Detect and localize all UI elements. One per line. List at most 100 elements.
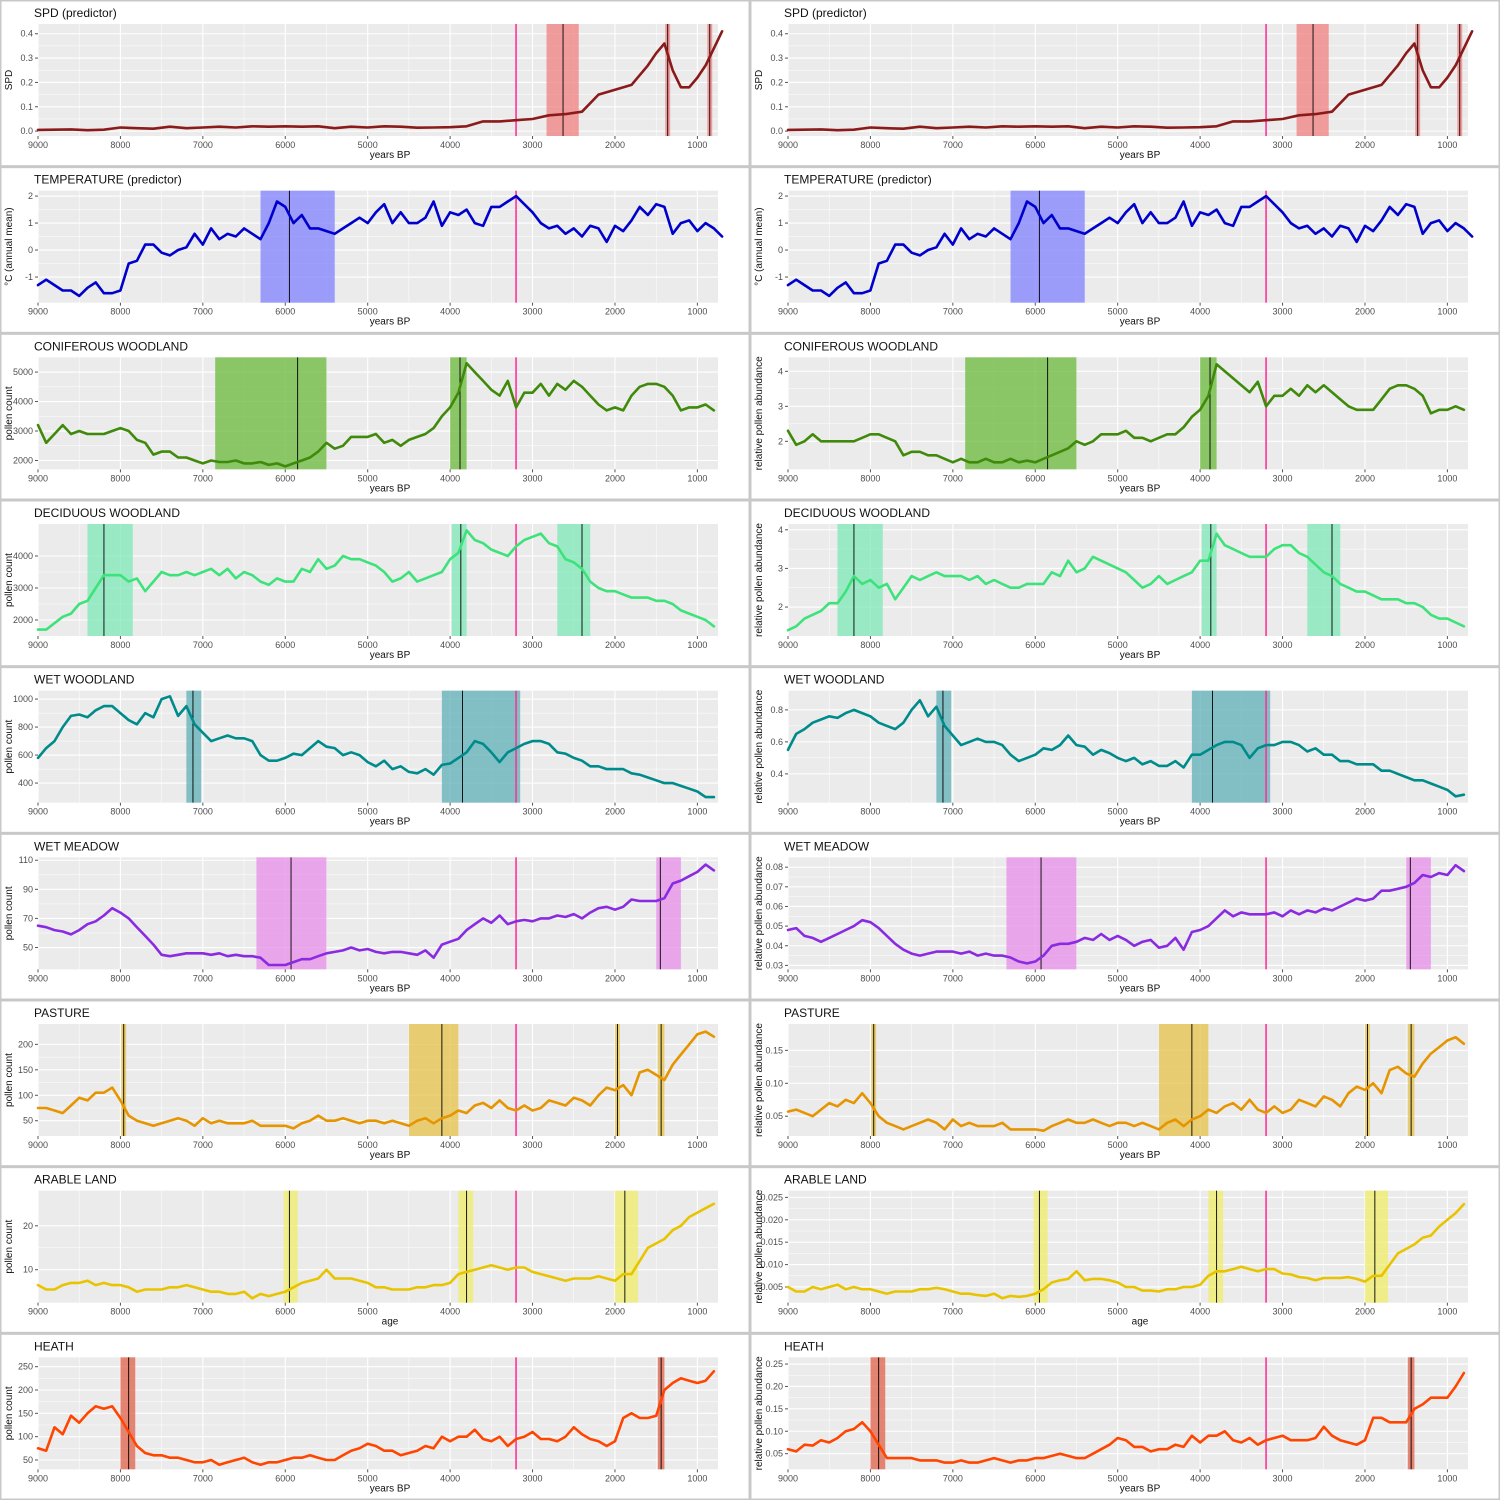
x-tick-label: 6000 — [275, 807, 295, 817]
series-line — [36, 1370, 716, 1466]
plot-area — [38, 1024, 718, 1136]
y-tick-label: 600 — [18, 750, 33, 760]
y-tick-label: 0.6 — [770, 737, 783, 747]
y-tick-label: 0.0 — [770, 126, 783, 136]
x-axis-label: years BP — [370, 650, 411, 661]
x-axis-label: years BP — [370, 1150, 411, 1161]
x-tick-label: 4000 — [440, 973, 460, 983]
chart-title: SPD (predictor) — [34, 6, 117, 20]
y-tick-label: 3 — [778, 563, 783, 573]
changepoint-band — [1208, 1190, 1224, 1303]
x-tick-label: 3000 — [1273, 140, 1293, 150]
y-tick-label: 4 — [778, 366, 783, 376]
x-tick-label: 4000 — [1190, 807, 1210, 817]
series-line — [786, 1202, 1466, 1300]
x-tick-label: 4000 — [1190, 140, 1210, 150]
x-tick-label: 9000 — [28, 1140, 48, 1150]
x-tick-label: 8000 — [110, 1473, 130, 1483]
x-tick-label: 9000 — [28, 807, 48, 817]
x-tick-label: 3000 — [523, 307, 543, 317]
x-tick-label: 6000 — [1025, 473, 1045, 483]
x-tick-label: 4000 — [440, 307, 460, 317]
y-tick-label: 3000 — [13, 426, 33, 436]
x-tick-label: 5000 — [358, 140, 378, 150]
x-tick-label: 8000 — [110, 473, 130, 483]
x-tick-label: 7000 — [943, 307, 963, 317]
x-tick-label: 4000 — [440, 1473, 460, 1483]
x-tick-label: 7000 — [193, 473, 213, 483]
x-tick-label: 1000 — [1437, 1473, 1457, 1483]
x-tick-label: 6000 — [275, 307, 295, 317]
chart-title: ARABLE LAND — [34, 1173, 117, 1187]
y-tick-label: 400 — [18, 778, 33, 788]
chart-panel-18: HEATH 9000 8000 7000 6000 5000 4000 3000 2000 100… — [749, 1332, 1500, 1501]
x-axis-label: years BP — [370, 817, 411, 828]
y-tick-label: 200 — [18, 1039, 33, 1049]
y-tick-label: -1 — [25, 272, 33, 282]
y-tick-label: 4 — [778, 525, 783, 535]
x-tick-label: 5000 — [1108, 640, 1128, 650]
x-tick-label: 3000 — [1273, 473, 1293, 483]
x-tick-label: 5000 — [1108, 140, 1128, 150]
x-tick-label: 1000 — [687, 307, 707, 317]
x-tick-label: 9000 — [778, 307, 798, 317]
x-tick-label: 5000 — [1108, 1140, 1128, 1150]
chart-title: PASTURE — [34, 1006, 90, 1020]
x-axis-label: years BP — [1120, 983, 1161, 994]
x-tick-label: 2000 — [1355, 307, 1375, 317]
y-tick-label: 3 — [778, 401, 783, 411]
plot-area — [788, 690, 1468, 803]
x-tick-label: 3000 — [1273, 640, 1293, 650]
x-tick-label: 7000 — [193, 1140, 213, 1150]
x-tick-label: 7000 — [943, 140, 963, 150]
x-tick-label: 6000 — [275, 640, 295, 650]
x-tick-label: 3000 — [523, 1307, 543, 1317]
x-tick-label: 7000 — [943, 1140, 963, 1150]
y-tick-label: 0.10 — [765, 1078, 783, 1088]
x-tick-label: 7000 — [943, 807, 963, 817]
y-tick-label: 2000 — [13, 615, 33, 625]
x-tick-label: 7000 — [943, 973, 963, 983]
chart-panel-17: HEATH 9000 8000 7000 6000 5000 4000 3000 2000 100… — [0, 1332, 751, 1501]
x-axis-label: years BP — [370, 317, 411, 328]
y-tick-label: 0.010 — [760, 1260, 783, 1270]
chart-title: WET MEADOW — [34, 839, 120, 853]
y-tick-label: -1 — [775, 272, 783, 282]
series-line — [36, 1202, 716, 1300]
x-tick-label: 2000 — [605, 473, 625, 483]
y-axis-label: relative pollen abundance — [754, 356, 765, 470]
chart-title: WET WOODLAND — [34, 673, 135, 687]
x-tick-label: 3000 — [1273, 1307, 1293, 1317]
series-line — [786, 532, 1466, 632]
chart-title: SPD (predictor) — [784, 6, 867, 20]
changepoint-band — [260, 190, 335, 303]
y-tick-label: 90 — [23, 884, 33, 894]
x-tick-label: 7000 — [193, 1473, 213, 1483]
x-tick-label: 2000 — [605, 307, 625, 317]
x-axis-label: years BP — [370, 483, 411, 494]
chart-panel-10: WET WOODLAND 9000 8000 7000 6000 5000 4000 3000… — [749, 666, 1500, 834]
x-axis-label: years BP — [1120, 1483, 1161, 1494]
y-tick-label: 100 — [18, 1090, 33, 1100]
changepoint-band — [1200, 357, 1217, 470]
x-tick-label: 5000 — [1108, 307, 1128, 317]
changepoint-band — [870, 1357, 886, 1470]
x-tick-label: 2000 — [1355, 1473, 1375, 1483]
chart-panel-7: DECIDUOUS WOODLAND 9000 8000 7000 6000 5000 40… — [0, 499, 751, 668]
series-line — [786, 194, 1474, 298]
x-tick-label: 4000 — [1190, 1140, 1210, 1150]
y-axis-label: relative pollen abundance — [754, 689, 765, 803]
chart-panel-13: PASTURE 9000 8000 7000 6000 5000 4000 3000 2000 1… — [0, 999, 751, 1168]
x-tick-label: 5000 — [358, 1473, 378, 1483]
y-tick-label: 0.03 — [765, 960, 783, 970]
x-tick-label: 2000 — [605, 973, 625, 983]
changepoint-band — [965, 357, 1077, 470]
x-tick-label: 9000 — [778, 973, 798, 983]
y-tick-label: 10 — [23, 1265, 33, 1275]
x-tick-label: 8000 — [110, 1140, 130, 1150]
x-tick-label: 2000 — [1355, 640, 1375, 650]
y-tick-label: 0.1 — [20, 102, 33, 112]
y-tick-label: 20 — [23, 1221, 33, 1231]
y-tick-label: 0.020 — [760, 1215, 783, 1225]
